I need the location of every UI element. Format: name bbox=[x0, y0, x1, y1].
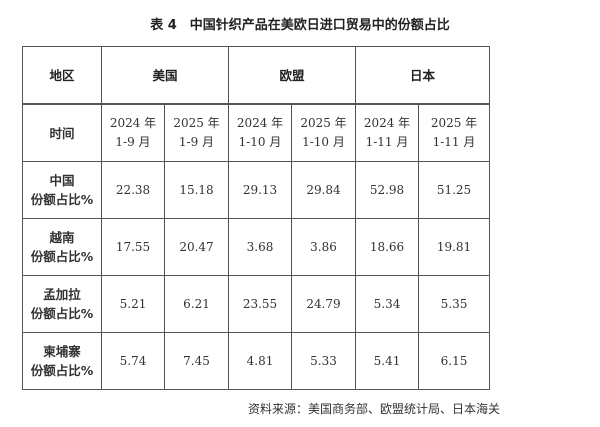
country-cell: 越南份额占比% bbox=[22, 218, 102, 276]
value-cell: 18.66 bbox=[355, 218, 419, 276]
period-months: 1-10 月 bbox=[238, 135, 282, 149]
value-cell: 51.25 bbox=[418, 161, 490, 219]
value-cell: 3.86 bbox=[291, 218, 356, 276]
share-table: 地区 美国 欧盟 日本 时间 2024 年 1-9 月 2025 年 1-9 月 2… bbox=[22, 46, 490, 390]
value-cell: 5.35 bbox=[418, 275, 490, 333]
period-cell: 2024 年 1-10 月 bbox=[228, 103, 292, 162]
period-months: 1-10 月 bbox=[302, 135, 345, 149]
period-cell: 2025 年 1-9 月 bbox=[164, 103, 229, 162]
region-header: 地区 bbox=[22, 46, 102, 105]
table-title: 表 4 中国针织产品在美欧日进口贸易中的份额占比 bbox=[150, 18, 450, 33]
value-cell: 3.68 bbox=[228, 218, 292, 276]
period-cell: 2024 年 1-9 月 bbox=[101, 103, 165, 162]
value-cell: 5.21 bbox=[101, 275, 165, 333]
period-months: 1-9 月 bbox=[178, 135, 215, 149]
country-name: 柬埔寨 bbox=[43, 344, 81, 359]
value-cell: 29.84 bbox=[291, 161, 356, 219]
period-year: 2024 年 bbox=[109, 116, 157, 130]
table-row: 孟加拉 份额占比% 5.21 6.21 23.55 24.79 5.34 5.35 bbox=[22, 275, 490, 333]
table-row: 柬埔寨 份额占比% 5.74 7.45 4.81 5.33 5.41 6.15 bbox=[22, 332, 490, 390]
country-name: 孟加拉 bbox=[43, 287, 81, 302]
country-name: 越南 bbox=[49, 230, 75, 245]
value-cell: 23.55 bbox=[228, 275, 292, 333]
value-cell: 15.18 bbox=[164, 161, 229, 219]
region-us: 美国 bbox=[101, 46, 229, 105]
value-cell: 5.74 bbox=[101, 332, 165, 390]
table-row: 越南 份额占比% 17.55 20.47 3.68 3.86 18.66 19.81 bbox=[22, 218, 490, 276]
country-cell: 柬埔寨份额占比% bbox=[22, 332, 102, 390]
period-cell: 2025 年 1-11 月 bbox=[418, 103, 490, 162]
table-row: 中国 份额占比% 22.38 15.18 29.13 29.84 52.98 51.25 bbox=[22, 161, 490, 219]
time-header: 时间 bbox=[22, 103, 102, 162]
header-row-time: 时间 2024 年 1-9 月 2025 年 1-9 月 2024 年 1-10 月 … bbox=[22, 103, 490, 162]
metric-label: 份额占比% bbox=[30, 363, 94, 378]
region-japan: 日本 bbox=[355, 46, 490, 105]
metric-label: 份额占比% bbox=[30, 192, 94, 207]
period-months: 1-9 月 bbox=[115, 135, 151, 149]
value-cell: 52.98 bbox=[355, 161, 419, 219]
period-months: 1-11 月 bbox=[432, 135, 476, 149]
value-cell: 7.45 bbox=[164, 332, 229, 390]
country-cell: 中国份额占比% bbox=[22, 161, 102, 219]
header-row-region: 地区 美国 欧盟 日本 bbox=[22, 46, 490, 105]
value-cell: 5.33 bbox=[291, 332, 356, 390]
value-cell: 19.81 bbox=[418, 218, 490, 276]
value-cell: 4.81 bbox=[228, 332, 292, 390]
period-year: 2024 年 bbox=[363, 116, 411, 130]
period-year: 2024 年 bbox=[236, 116, 284, 130]
value-cell: 5.41 bbox=[355, 332, 419, 390]
period-year: 2025 年 bbox=[300, 116, 347, 130]
value-cell: 20.47 bbox=[164, 218, 229, 276]
metric-label: 份额占比% bbox=[30, 306, 94, 321]
period-cell: 2024 年 1-11 月 bbox=[355, 103, 419, 162]
country-cell: 孟加拉份额占比% bbox=[22, 275, 102, 333]
period-year: 2025 年 bbox=[430, 116, 478, 130]
value-cell: 5.34 bbox=[355, 275, 419, 333]
country-name: 中国 bbox=[49, 173, 75, 188]
period-year: 2025 年 bbox=[173, 116, 220, 130]
period-cell: 2025 年 1-10 月 bbox=[291, 103, 356, 162]
value-cell: 29.13 bbox=[228, 161, 292, 219]
value-cell: 22.38 bbox=[101, 161, 165, 219]
period-months: 1-11 月 bbox=[365, 135, 409, 149]
value-cell: 6.15 bbox=[418, 332, 490, 390]
value-cell: 6.21 bbox=[164, 275, 229, 333]
metric-label: 份额占比% bbox=[30, 249, 94, 264]
region-eu: 欧盟 bbox=[228, 46, 356, 105]
value-cell: 24.79 bbox=[291, 275, 356, 333]
value-cell: 17.55 bbox=[101, 218, 165, 276]
source-note: 资料来源：美国商务部、欧盟统计局、日本海关 bbox=[247, 402, 500, 416]
